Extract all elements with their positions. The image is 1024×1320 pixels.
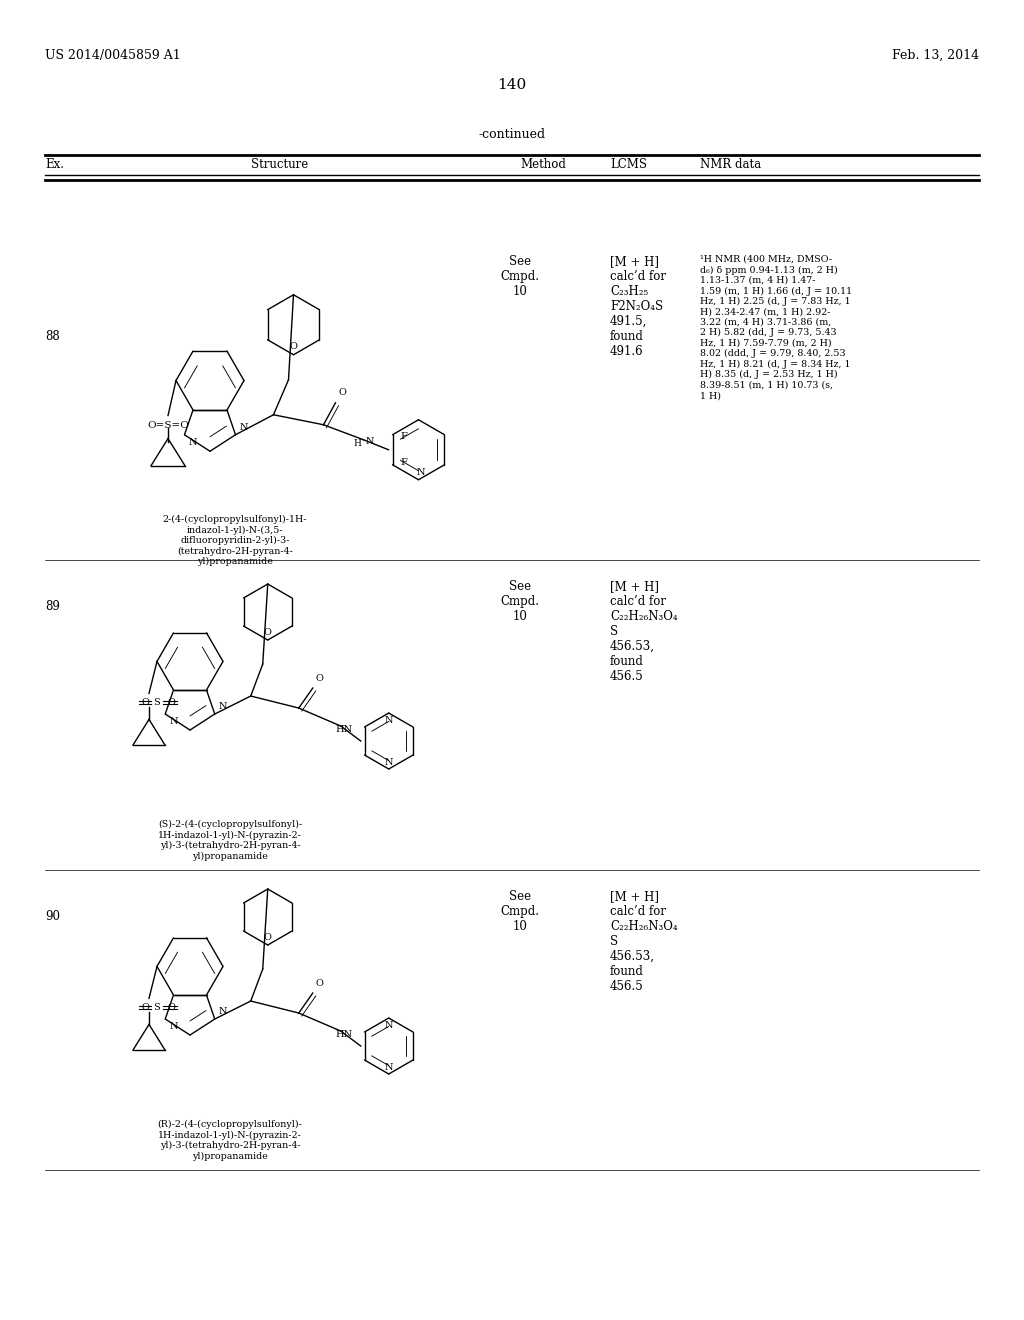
Text: [M + H]
calc’d for
C₂₂H₂₆N₃O₄
S
456.53,
found
456.5: [M + H] calc’d for C₂₂H₂₆N₃O₄ S 456.53, … bbox=[610, 579, 678, 682]
Text: -continued: -continued bbox=[478, 128, 546, 141]
Text: O: O bbox=[315, 675, 324, 682]
Text: O: O bbox=[315, 979, 324, 989]
Text: O: O bbox=[141, 698, 150, 708]
Text: N: N bbox=[366, 437, 374, 446]
Text: Feb. 13, 2014: Feb. 13, 2014 bbox=[892, 49, 979, 62]
Text: N: N bbox=[384, 758, 393, 767]
Text: N: N bbox=[169, 717, 178, 726]
Text: 140: 140 bbox=[498, 78, 526, 92]
Text: S: S bbox=[154, 698, 161, 708]
Text: US 2014/0045859 A1: US 2014/0045859 A1 bbox=[45, 49, 181, 62]
Text: 2-(4-(cyclopropylsulfonyl)-1H-
indazol-1-yl)-N-(3,5-
difluoropyridin-2-yl)-3-
(t: 2-(4-(cyclopropylsulfonyl)-1H- indazol-1… bbox=[163, 515, 307, 566]
Text: N: N bbox=[240, 422, 248, 432]
Text: O: O bbox=[167, 698, 175, 708]
Text: N: N bbox=[219, 702, 227, 711]
Text: O: O bbox=[290, 342, 297, 351]
Text: See
Cmpd.
10: See Cmpd. 10 bbox=[501, 579, 540, 623]
Text: O=S=O: O=S=O bbox=[147, 421, 189, 429]
Text: N: N bbox=[416, 469, 425, 478]
Text: O: O bbox=[141, 1003, 150, 1012]
Text: HN: HN bbox=[336, 725, 353, 734]
Text: N: N bbox=[219, 1007, 227, 1016]
Text: O: O bbox=[167, 1003, 175, 1012]
Text: Structure: Structure bbox=[251, 158, 308, 172]
Text: H: H bbox=[353, 438, 361, 447]
Text: Method: Method bbox=[520, 158, 566, 172]
Text: HN: HN bbox=[336, 1030, 353, 1039]
Text: See
Cmpd.
10: See Cmpd. 10 bbox=[501, 890, 540, 933]
Text: [M + H]
calc’d for
C₂₂H₂₆N₃O₄
S
456.53,
found
456.5: [M + H] calc’d for C₂₂H₂₆N₃O₄ S 456.53, … bbox=[610, 890, 678, 993]
Text: (R)-2-(4-(cyclopropylsulfonyl)-
1H-indazol-1-yl)-N-(pyrazin-2-
yl)-3-(tetrahydro: (R)-2-(4-(cyclopropylsulfonyl)- 1H-indaz… bbox=[158, 1119, 302, 1160]
Text: See
Cmpd.
10: See Cmpd. 10 bbox=[501, 255, 540, 298]
Text: 89: 89 bbox=[45, 601, 59, 612]
Text: O: O bbox=[264, 932, 271, 941]
Text: 90: 90 bbox=[45, 909, 60, 923]
Text: F: F bbox=[400, 432, 408, 441]
Text: [M + H]
calc’d for
C₂₃H₂₅
F2N₂O₄S
491.5,
found
491.6: [M + H] calc’d for C₂₃H₂₅ F2N₂O₄S 491.5,… bbox=[610, 255, 666, 358]
Text: Ex.: Ex. bbox=[45, 158, 63, 172]
Text: O: O bbox=[264, 627, 271, 636]
Text: O: O bbox=[339, 388, 346, 397]
Text: N: N bbox=[384, 1063, 393, 1072]
Text: N: N bbox=[384, 1020, 393, 1030]
Text: NMR data: NMR data bbox=[700, 158, 761, 172]
Text: ¹H NMR (400 MHz, DMSO-
d₆) δ ppm 0.94-1.13 (m, 2 H)
1.13-1.37 (m, 4 H) 1.47-
1.5: ¹H NMR (400 MHz, DMSO- d₆) δ ppm 0.94-1.… bbox=[700, 255, 852, 400]
Text: F: F bbox=[400, 458, 408, 467]
Text: LCMS: LCMS bbox=[610, 158, 647, 172]
Text: N: N bbox=[384, 715, 393, 725]
Text: S: S bbox=[154, 1003, 161, 1012]
Text: N: N bbox=[188, 438, 197, 446]
Text: 88: 88 bbox=[45, 330, 59, 343]
Text: (S)-2-(4-(cyclopropylsulfonyl)-
1H-indazol-1-yl)-N-(pyrazin-2-
yl)-3-(tetrahydro: (S)-2-(4-(cyclopropylsulfonyl)- 1H-indaz… bbox=[158, 820, 302, 861]
Text: N: N bbox=[169, 1022, 178, 1031]
